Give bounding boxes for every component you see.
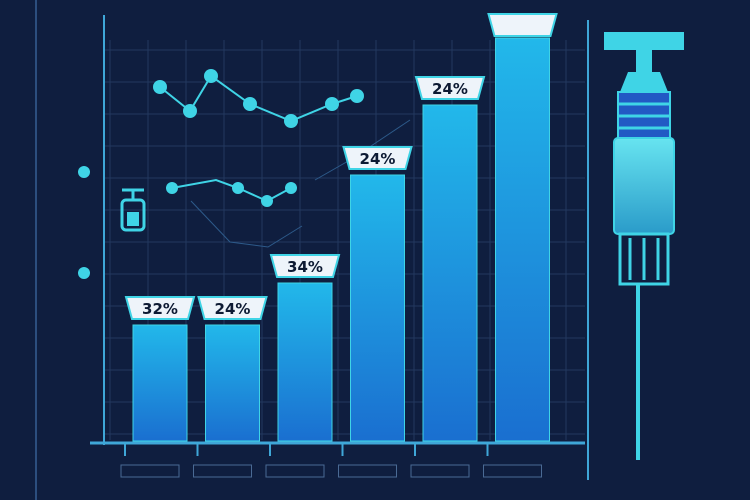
syringe-icon bbox=[604, 32, 684, 460]
data-label-box bbox=[487, 13, 558, 37]
data-label-box bbox=[414, 76, 486, 100]
bar bbox=[422, 104, 478, 442]
x-ticks bbox=[120, 444, 542, 478]
data-label-box bbox=[124, 296, 196, 320]
axis-dot bbox=[78, 267, 90, 279]
data-label: 32% bbox=[142, 300, 178, 318]
tick-label-box bbox=[483, 464, 542, 478]
data-label-box bbox=[269, 254, 341, 278]
bar bbox=[350, 174, 405, 442]
bar bbox=[132, 324, 188, 442]
bars-group: 32% 24% 34% 24% 24% bbox=[124, 13, 558, 442]
tick-label-box bbox=[120, 464, 180, 478]
data-label-box bbox=[342, 146, 413, 170]
bar bbox=[205, 324, 260, 442]
bar bbox=[495, 37, 550, 442]
axis-dot bbox=[78, 166, 90, 178]
small-bottle-icon bbox=[120, 188, 146, 232]
tick-label-box bbox=[193, 464, 252, 478]
tick-label-box bbox=[265, 464, 325, 478]
data-label-box bbox=[197, 296, 268, 320]
data-label: 24% bbox=[432, 80, 468, 98]
network-nodes bbox=[153, 69, 364, 207]
data-label: 24% bbox=[360, 150, 396, 168]
data-label: 34% bbox=[287, 258, 323, 276]
data-label: 24% bbox=[215, 300, 251, 318]
tick-label-box bbox=[338, 464, 397, 478]
bar bbox=[277, 282, 333, 442]
tick-label-box bbox=[410, 464, 470, 478]
